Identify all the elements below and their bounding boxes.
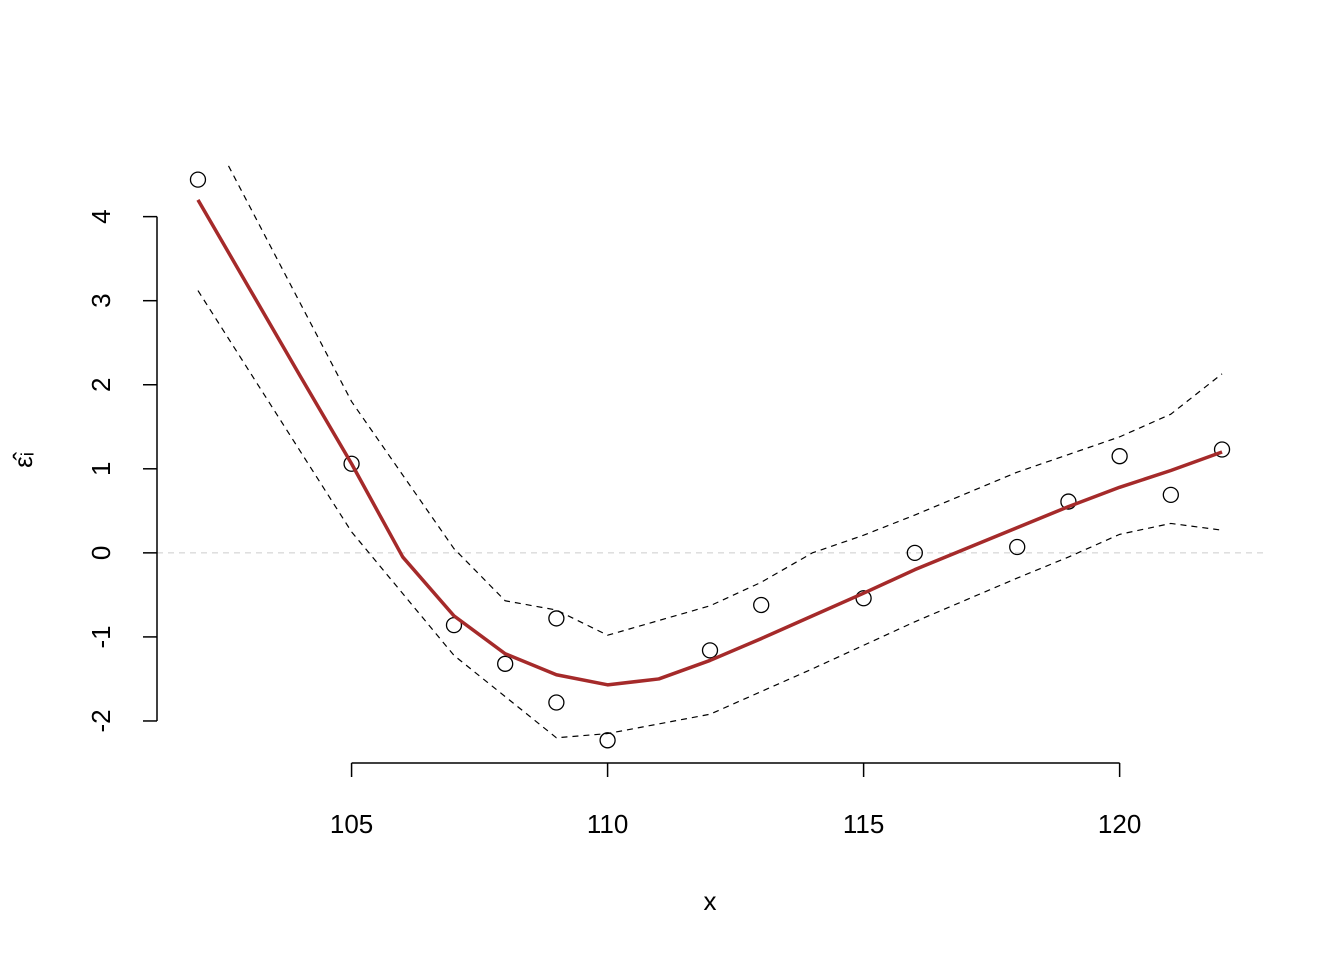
confidence-band [225, 162, 1223, 636]
y-tick-label: -1 [86, 625, 116, 648]
data-point [753, 596, 770, 614]
data-point [1213, 441, 1231, 458]
data-point [599, 732, 616, 749]
y-tick-label: 1 [86, 462, 116, 476]
data-point [189, 171, 207, 188]
data-point [1162, 486, 1179, 504]
x-tick-label: 120 [1098, 809, 1141, 839]
confidence-band [197, 290, 1223, 739]
y-axis-label: ε̂ᵢ [8, 451, 38, 468]
data-point [497, 655, 514, 672]
data-point [343, 455, 360, 472]
x-tick-label: 115 [843, 809, 884, 839]
data-point [906, 544, 923, 562]
data-point [1009, 538, 1026, 556]
x-tick-label: 110 [587, 809, 628, 839]
y-tick-label: 2 [86, 378, 116, 392]
y-tick-label: 3 [86, 293, 116, 307]
x-tick-label: 105 [330, 809, 373, 839]
y-tick-label: 4 [86, 209, 116, 223]
y-tick-label: 0 [86, 546, 116, 560]
fit-line [196, 198, 1223, 687]
plot-area [157, 162, 1263, 749]
x-axis-label: x [704, 886, 717, 916]
data-point [701, 642, 719, 659]
data-point [1111, 448, 1128, 465]
y-tick-label: -2 [86, 709, 116, 732]
data-point [548, 694, 565, 711]
data-point [548, 610, 565, 627]
data-point [1060, 493, 1077, 510]
